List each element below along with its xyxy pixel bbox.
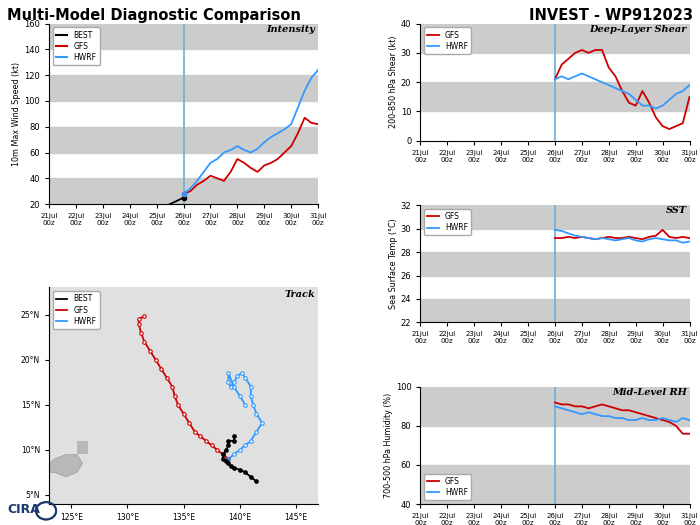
Text: CIRA: CIRA — [7, 502, 40, 516]
Text: Mid-Level RH: Mid-Level RH — [612, 388, 687, 397]
Text: INVEST - WP912023: INVEST - WP912023 — [529, 8, 693, 23]
Legend: GFS, HWRF: GFS, HWRF — [424, 209, 471, 235]
Polygon shape — [77, 441, 88, 454]
Bar — [49, 75, 318, 101]
Legend: GFS, HWRF: GFS, HWRF — [424, 474, 471, 500]
Text: SST: SST — [666, 206, 687, 215]
Polygon shape — [43, 454, 83, 477]
Y-axis label: 200-850 hPa Shear (kt): 200-850 hPa Shear (kt) — [389, 36, 398, 129]
Legend: BEST, GFS, HWRF: BEST, GFS, HWRF — [52, 27, 99, 65]
Legend: GFS, HWRF: GFS, HWRF — [424, 27, 471, 54]
Bar — [421, 465, 690, 504]
Bar — [49, 127, 318, 153]
Bar — [421, 24, 690, 53]
Bar — [421, 299, 690, 322]
Bar — [421, 252, 690, 276]
Text: Intensity: Intensity — [267, 25, 316, 35]
Y-axis label: 700-500 hPa Humidity (%): 700-500 hPa Humidity (%) — [384, 393, 393, 498]
Text: Deep-Layer Shear: Deep-Layer Shear — [589, 25, 687, 34]
Legend: BEST, GFS, HWRF: BEST, GFS, HWRF — [52, 291, 99, 329]
Bar — [421, 82, 690, 111]
Y-axis label: Sea Surface Temp (°C): Sea Surface Temp (°C) — [389, 218, 398, 309]
Bar — [49, 24, 318, 49]
Y-axis label: 10m Max Wind Speed (kt): 10m Max Wind Speed (kt) — [13, 62, 21, 166]
Text: Track: Track — [285, 290, 316, 299]
Bar — [421, 387, 690, 426]
Bar — [421, 205, 690, 229]
Polygon shape — [0, 373, 49, 472]
Bar — [49, 178, 318, 204]
Text: Multi-Model Diagnostic Comparison: Multi-Model Diagnostic Comparison — [7, 8, 301, 23]
